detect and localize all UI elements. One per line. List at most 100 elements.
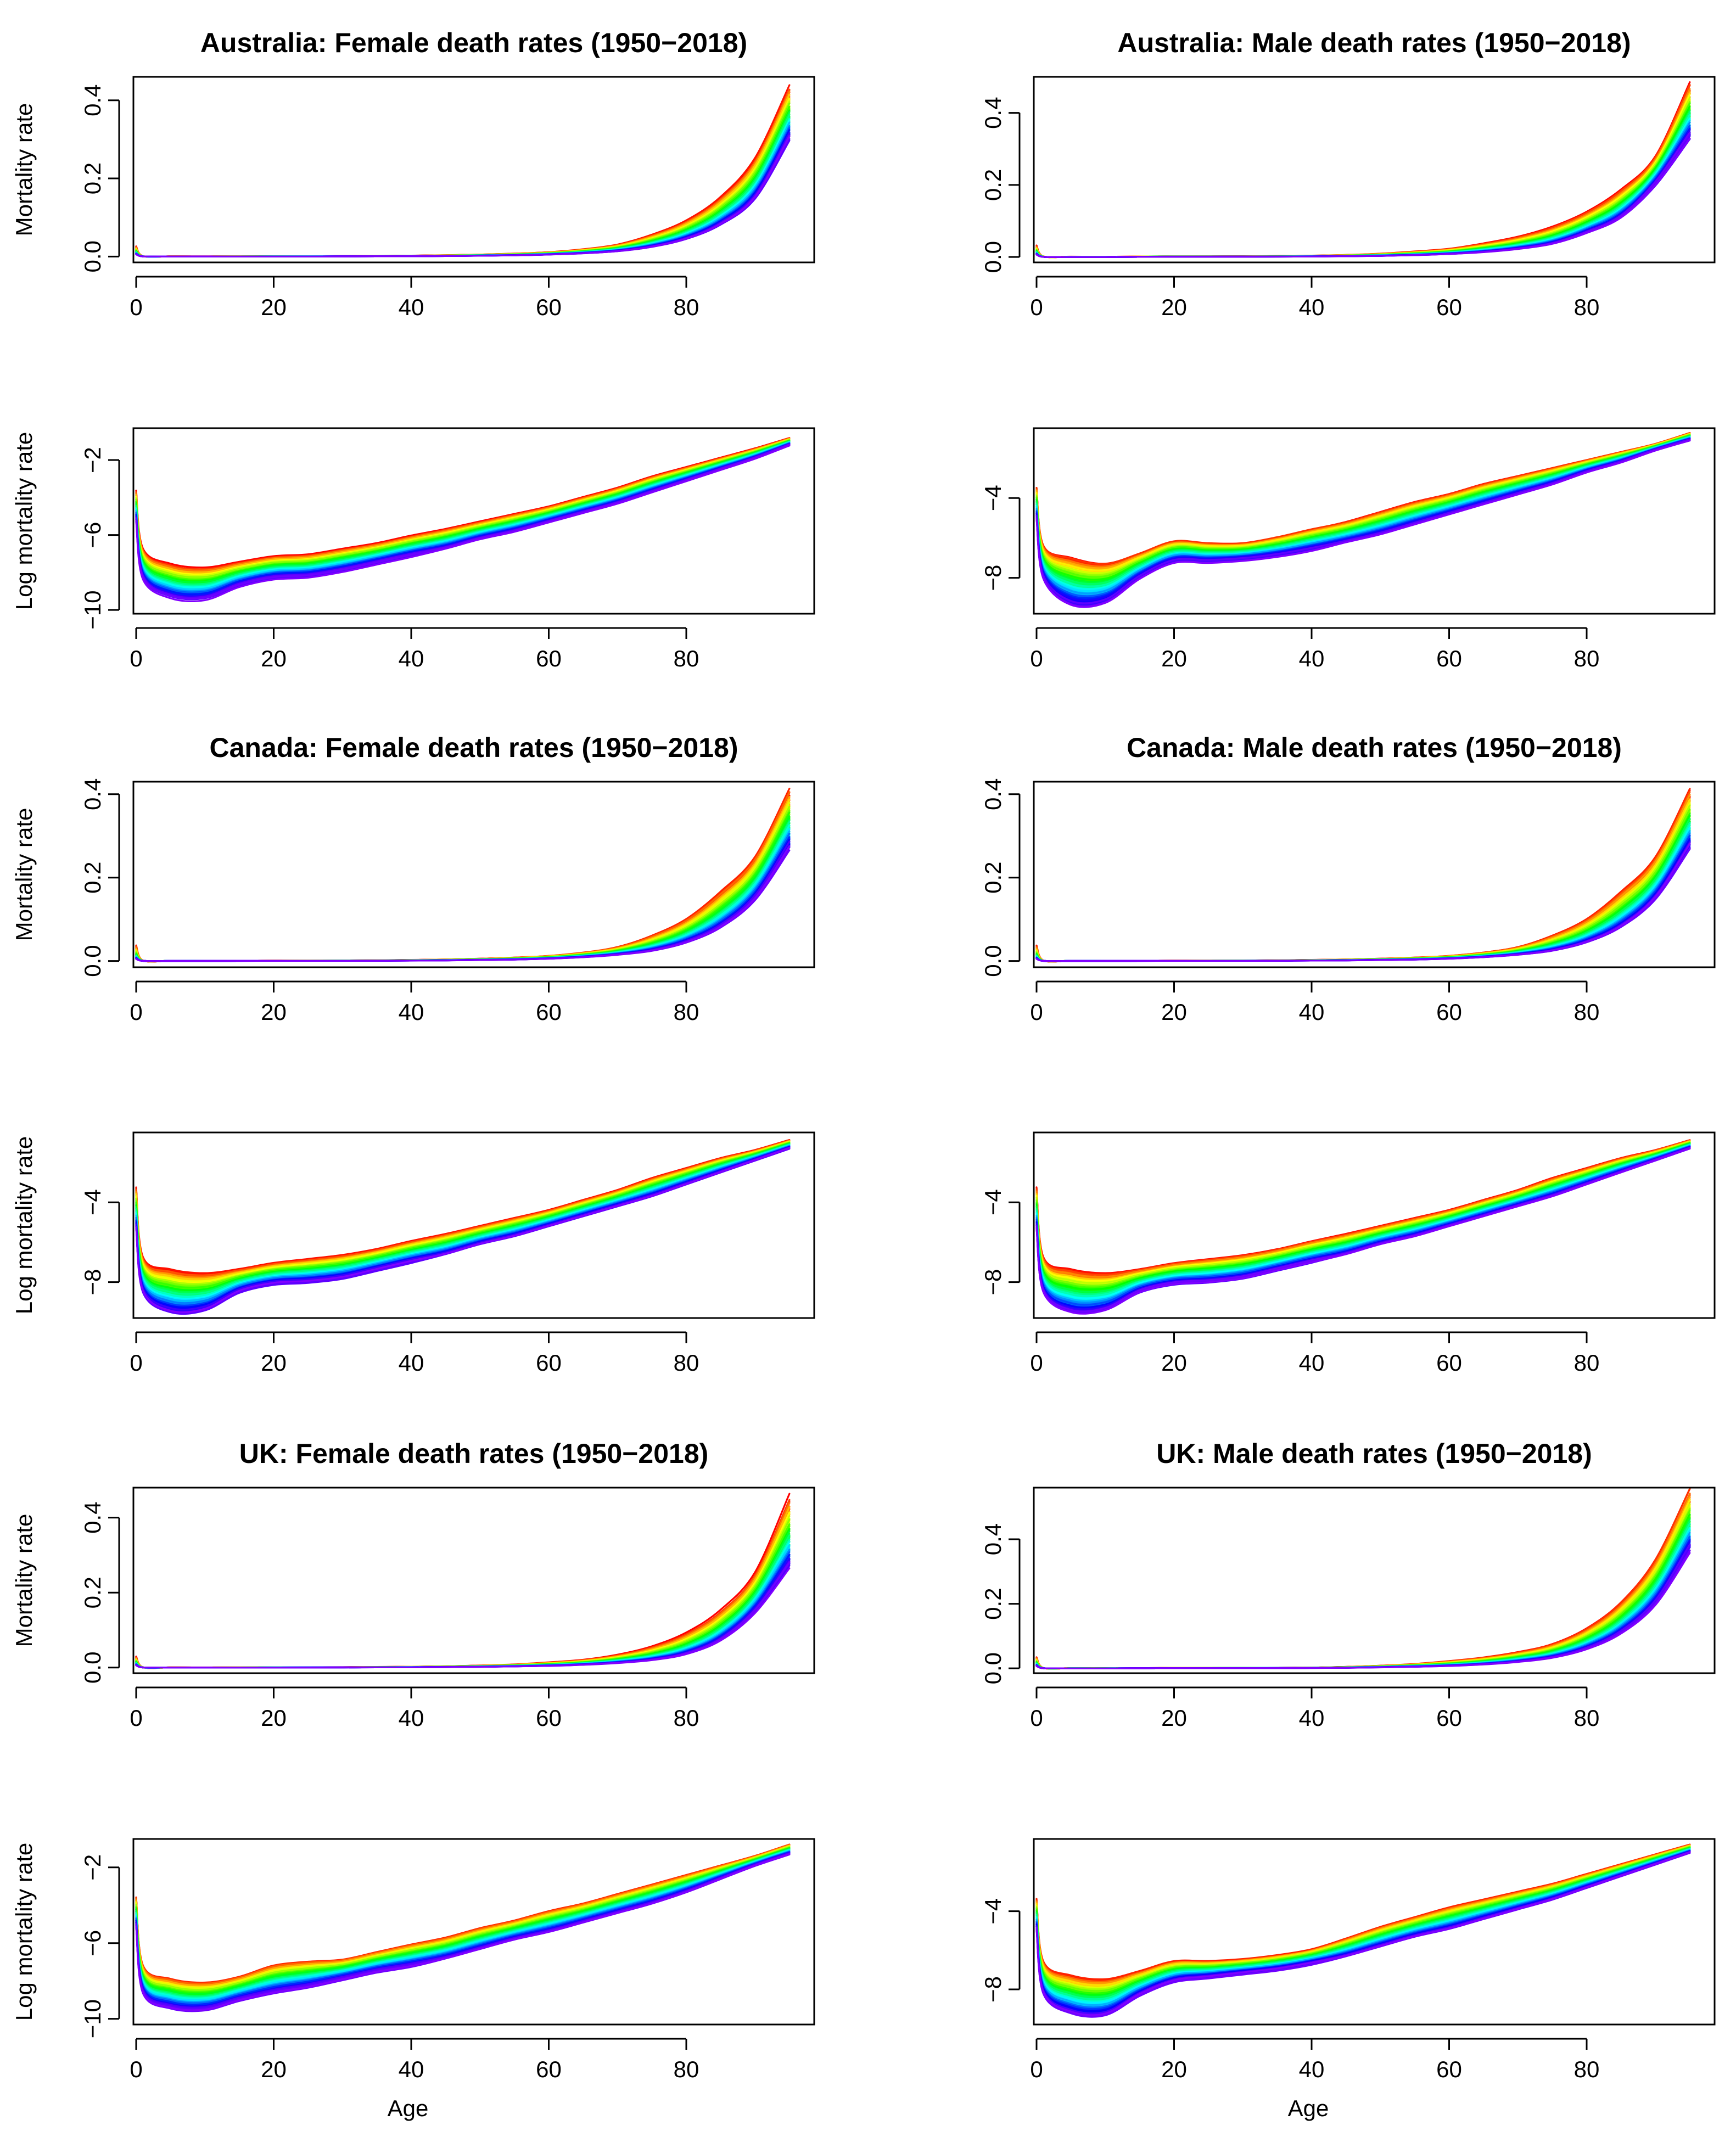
series-line-1953	[135, 1140, 791, 1278]
series-line-1952	[135, 1140, 791, 1276]
x-tick-label: 20	[261, 1705, 287, 1731]
series-line-2005	[1035, 1535, 1691, 1670]
x-tick-label: 0	[1030, 2056, 1043, 2082]
series-line-2014	[1035, 841, 1691, 962]
panel-9: 0 20 40 60 80 0.0 0.2 0.4 UK: Male death rates (…	[980, 1438, 1716, 1731]
series-line-2018	[1035, 440, 1691, 608]
series-line-2003	[1035, 833, 1691, 962]
series-line-1983	[135, 440, 791, 584]
series-line-1977	[135, 1142, 791, 1289]
series-line-1951	[135, 438, 791, 571]
panel-1: 0 20 40 60 80 0.0 0.2 0.4 Australia: Male death …	[980, 27, 1716, 320]
x-tick-label: 0	[1030, 999, 1043, 1025]
series-line-1988	[1035, 114, 1691, 258]
series-line-1955	[1035, 1844, 1691, 1983]
series-line-1971	[135, 1142, 791, 1288]
series-line-1973	[1035, 102, 1691, 259]
panel-11: 0 20 40 60 80 −8 −4 Age	[980, 1838, 1716, 2121]
series-line-1993	[135, 1849, 791, 2000]
x-tick-label: 0	[130, 2056, 142, 2082]
series-line-1950	[135, 437, 791, 569]
series-line-1966	[1035, 1845, 1691, 1989]
series-line-1972	[135, 439, 791, 579]
series-line-1975	[135, 1847, 791, 1993]
series-line-2018	[1035, 1552, 1691, 1669]
series-line-1970	[135, 1141, 791, 1285]
series-line-1950	[1035, 1139, 1691, 1274]
series-line-2017	[1035, 1549, 1691, 1669]
x-axis-label: Age	[388, 2095, 429, 2121]
series-line-1980	[1035, 105, 1691, 259]
series-line-1970	[135, 1846, 791, 1992]
series-line-2017	[1035, 132, 1691, 258]
series-line-2009	[135, 133, 791, 258]
series-line-1969	[1035, 1141, 1691, 1284]
x-tick-label: 40	[1299, 1350, 1325, 1376]
y-tick-label: −4	[980, 485, 1006, 511]
series-line-1956	[135, 1140, 791, 1279]
series-line-2013	[1035, 1544, 1691, 1669]
series-line-2007	[1035, 131, 1691, 258]
curves	[135, 437, 791, 603]
panel-5: 0 20 40 60 80 0.0 0.2 0.4 Canada: Male death rat…	[980, 732, 1716, 1025]
series-line-1954	[135, 1140, 791, 1277]
series-line-2008	[1035, 133, 1691, 258]
series-line-1957	[1035, 1140, 1691, 1279]
y-tick-label: 0.0	[980, 945, 1006, 977]
series-line-1957	[135, 1141, 791, 1280]
series-line-1965	[1035, 434, 1691, 574]
x-tick-label: 60	[1436, 1705, 1462, 1731]
x-tick-label: 20	[1161, 1350, 1187, 1376]
x-tick-label: 80	[1574, 646, 1600, 671]
series-line-1960	[1035, 1844, 1691, 1986]
plot-frame	[1033, 1131, 1716, 1319]
x-tick-label: 20	[1161, 999, 1187, 1025]
y-tick-label: 0.0	[80, 1652, 105, 1684]
series-line-1972	[1035, 101, 1691, 259]
series-line-2010	[1035, 128, 1691, 258]
panel-3: 0 20 40 60 80 −8 −4	[980, 427, 1716, 671]
series-line-2010	[1035, 1546, 1691, 1669]
series-line-1975	[1035, 109, 1691, 259]
series-line-2013	[135, 846, 791, 962]
series-line-2003	[1035, 1541, 1691, 1670]
series-line-1981	[1035, 112, 1691, 259]
series-line-1952	[135, 438, 791, 572]
series-line-2008	[135, 135, 791, 258]
series-line-2013	[1035, 846, 1691, 962]
plot-frame	[132, 1487, 815, 1674]
series-line-1968	[135, 1846, 791, 1991]
series-line-1955	[1035, 1140, 1691, 1277]
series-line-1959	[1035, 433, 1691, 571]
x-tick-label: 40	[399, 1705, 424, 1731]
series-line-1989	[1035, 121, 1691, 258]
series-line-2013	[1035, 129, 1691, 258]
series-line-1968	[1035, 1846, 1691, 1992]
series-line-1975	[1035, 1847, 1691, 1994]
series-line-1962	[1035, 1845, 1691, 1987]
series-line-1971	[135, 439, 791, 580]
series-line-1987	[135, 1849, 791, 2000]
y-tick-label: 0.2	[80, 1577, 105, 1608]
series-line-1971	[135, 1846, 791, 1991]
series-line-1956	[1035, 1844, 1691, 1983]
series-line-1995	[1035, 117, 1691, 258]
series-line-1953	[135, 437, 791, 570]
x-tick-label: 20	[261, 2056, 287, 2082]
chart-title: Australia: Female death rates (1950−2018…	[200, 27, 747, 58]
x-axis-label: Age	[1288, 2095, 1329, 2121]
series-line-2016	[1035, 438, 1691, 604]
series-line-1960	[1035, 98, 1691, 259]
series-line-2001	[1035, 837, 1691, 962]
series-line-1964	[1035, 433, 1691, 571]
series-line-1951	[1035, 1139, 1691, 1275]
x-tick-label: 20	[1161, 294, 1187, 320]
series-line-1963	[135, 1845, 791, 1988]
y-axis-label: Log mortality rate	[11, 1136, 37, 1314]
series-line-2007	[135, 837, 791, 962]
x-tick-label: 20	[1161, 646, 1187, 671]
series-line-2017	[135, 849, 791, 962]
curves	[135, 84, 791, 258]
series-line-1954	[135, 1844, 791, 1987]
series-line-2005	[135, 838, 791, 962]
